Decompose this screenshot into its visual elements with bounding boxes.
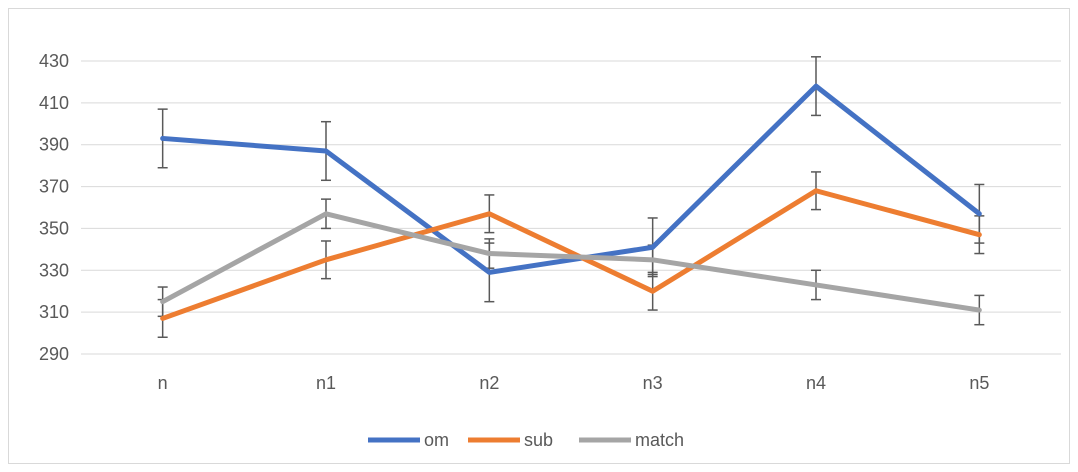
x-tick-label: n5 bbox=[969, 373, 989, 393]
legend: om sub match bbox=[368, 430, 684, 450]
y-tick-label: 330 bbox=[39, 260, 69, 280]
y-tick-label: 430 bbox=[39, 51, 69, 71]
legend-label-match: match bbox=[635, 430, 684, 450]
y-tick-label: 310 bbox=[39, 302, 69, 322]
y-tick-label: 390 bbox=[39, 135, 69, 155]
x-axis-ticks: n n1 n2 n3 n4 n5 bbox=[158, 373, 990, 393]
legend-item-match: match bbox=[579, 430, 684, 450]
x-tick-label: n bbox=[158, 373, 168, 393]
series-line-om bbox=[160, 83, 982, 275]
y-axis-ticks: 290 310 330 350 370 390 410 430 bbox=[39, 51, 69, 364]
grid-lines bbox=[81, 60, 1061, 355]
legend-label-om: om bbox=[424, 430, 449, 450]
error-bars bbox=[157, 56, 985, 339]
line-chart: 290 310 330 350 370 390 410 430 n n1 n2 n3 n4 n5 om s… bbox=[39, 51, 1061, 450]
series-lines bbox=[160, 83, 982, 321]
x-tick-label: n4 bbox=[806, 373, 826, 393]
y-tick-label: 410 bbox=[39, 93, 69, 113]
y-tick-label: 350 bbox=[39, 218, 69, 238]
legend-item-om: om bbox=[368, 430, 449, 450]
x-tick-label: n1 bbox=[316, 373, 336, 393]
series-line-match bbox=[160, 211, 982, 313]
series-line-sub bbox=[160, 188, 982, 321]
x-tick-label: n2 bbox=[479, 373, 499, 393]
y-tick-label: 290 bbox=[39, 344, 69, 364]
x-tick-label: n3 bbox=[643, 373, 663, 393]
legend-label-sub: sub bbox=[524, 430, 553, 450]
chart-frame: 290 310 330 350 370 390 410 430 n n1 n2 n3 n4 n5 om s… bbox=[8, 8, 1070, 464]
legend-item-sub: sub bbox=[468, 430, 553, 450]
y-tick-label: 370 bbox=[39, 177, 69, 197]
